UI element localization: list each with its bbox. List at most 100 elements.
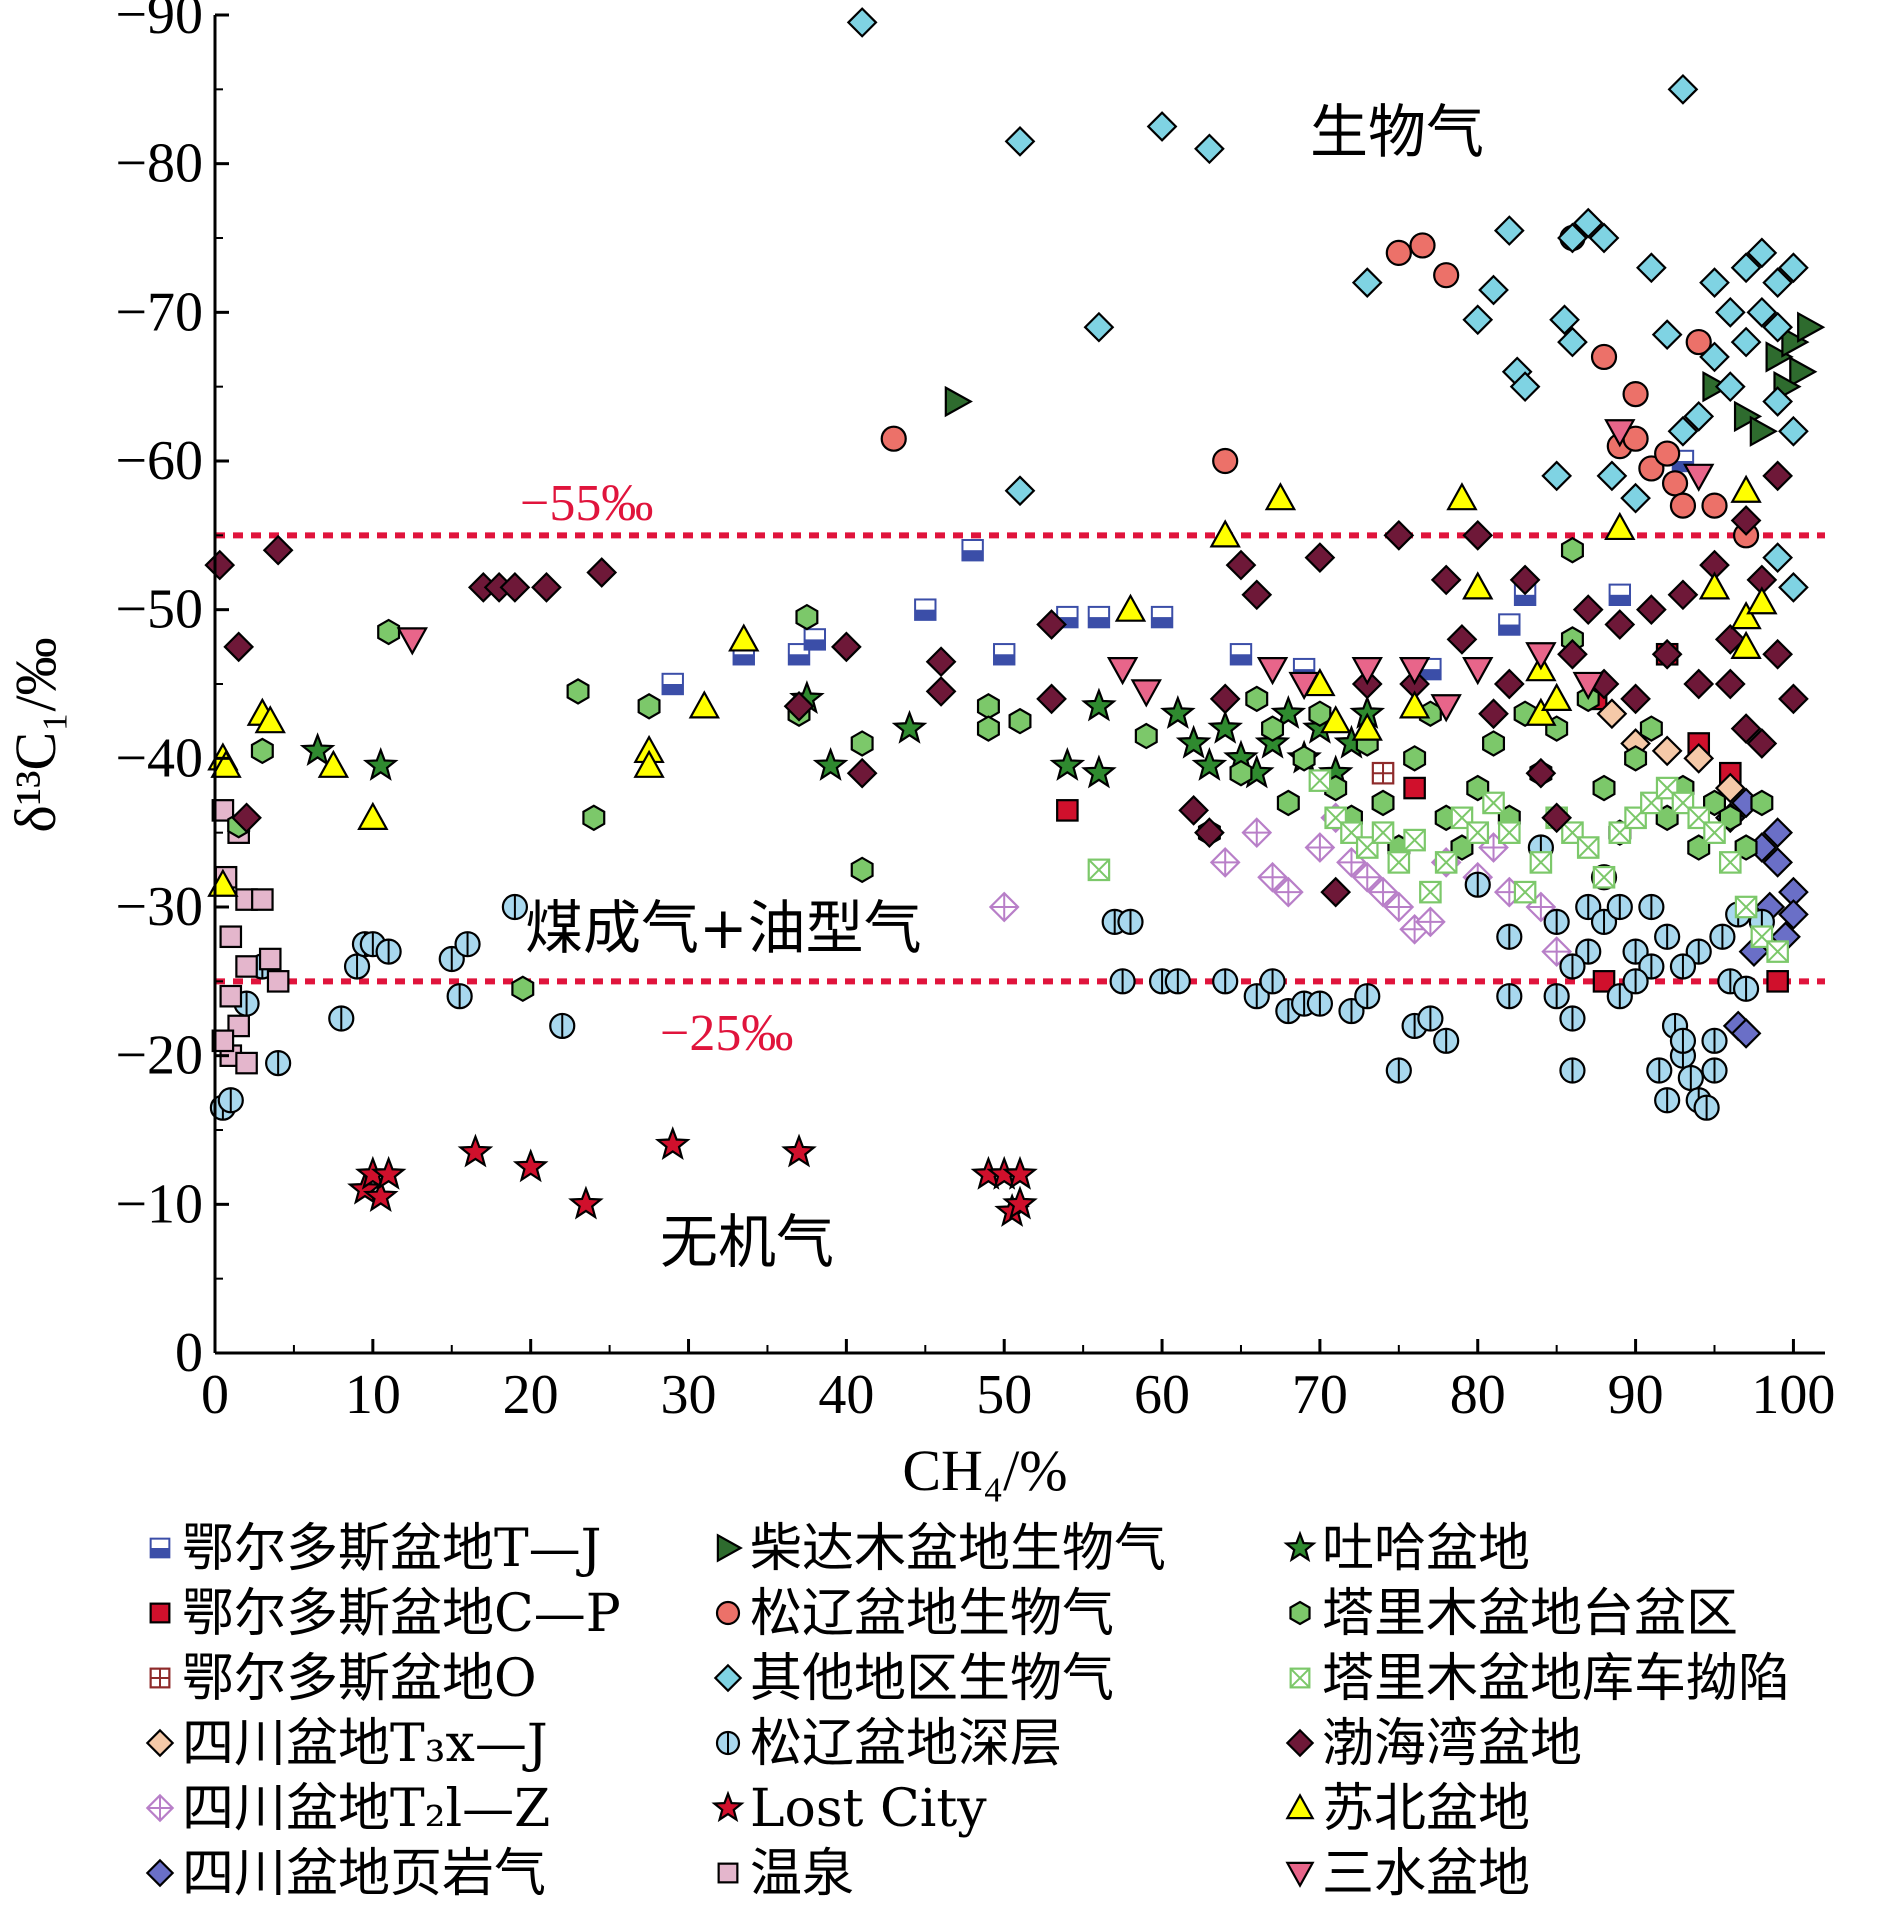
- x-tick-label: 20: [503, 1364, 559, 1426]
- data-point: [1387, 851, 1411, 874]
- data-point: [1746, 586, 1778, 615]
- data-point: [1639, 715, 1663, 742]
- data-point: [1559, 953, 1586, 980]
- data-point: [1701, 492, 1728, 519]
- data-point: [1549, 304, 1580, 336]
- legend-label: 吐哈盆地: [1322, 1519, 1530, 1579]
- data-point: [1730, 505, 1762, 536]
- data-point: [1685, 938, 1712, 965]
- data-point: [993, 643, 1016, 666]
- data-point: [1541, 460, 1573, 492]
- data-point: [1683, 742, 1715, 774]
- data-point: [1081, 754, 1117, 789]
- data-point: [1320, 876, 1352, 908]
- data-point: [1292, 745, 1316, 772]
- legend-label: 其他地区生物气: [750, 1649, 1114, 1709]
- data-point: [1194, 817, 1225, 849]
- data-point: [1762, 460, 1794, 492]
- data-point: [1415, 906, 1446, 938]
- data-point: [1229, 759, 1253, 787]
- data-point: [446, 983, 473, 1010]
- legend-label: 塔里木盆地库车拗陷: [1322, 1649, 1790, 1709]
- data-point: [1259, 968, 1286, 995]
- ref-line-label-25: −25‰: [660, 1005, 793, 1062]
- data-point: [231, 802, 262, 834]
- data-point: [1699, 341, 1730, 373]
- legend-marker: [145, 1858, 175, 1888]
- data-point: [1730, 1018, 1762, 1049]
- data-point: [1766, 970, 1789, 993]
- data-point: [1498, 613, 1521, 636]
- data-point: [1207, 709, 1243, 744]
- data-point: [1746, 728, 1778, 759]
- data-point: [1669, 492, 1697, 519]
- data-point: [1730, 601, 1762, 630]
- data-point: [1002, 1155, 1038, 1190]
- data-point: [1308, 769, 1332, 792]
- legend-item: 松辽盆地生物气: [715, 1584, 1114, 1644]
- legend-marker: [149, 1602, 171, 1624]
- data-point: [1256, 656, 1289, 686]
- data-point: [457, 1133, 494, 1168]
- ref-line-label-55: −55‰: [520, 475, 653, 532]
- legend-label: 塔里木盆地台盆区: [1322, 1584, 1738, 1644]
- data-point: [1622, 968, 1649, 995]
- legend-item: 四川盆地页岩气: [145, 1844, 546, 1904]
- legend-marker: [145, 1728, 175, 1758]
- series-16: [207, 474, 1778, 897]
- data-point: [531, 572, 562, 603]
- data-point: [375, 938, 402, 965]
- data-point: [1766, 940, 1789, 963]
- data-point: [1398, 690, 1431, 719]
- data-point: [211, 799, 235, 822]
- x-tick-label: 10: [345, 1364, 401, 1426]
- data-point: [1482, 730, 1506, 757]
- data-point: [1762, 311, 1794, 343]
- data-point: [1338, 997, 1365, 1025]
- series-14: [1087, 769, 1789, 963]
- data-point: [1762, 386, 1794, 417]
- data-point: [1543, 908, 1570, 935]
- axes: 0 10 20 30 40 50 60 70 80 90 100 −90 −80 −70 −60 −50 −40…: [115, 0, 1835, 1426]
- data-point: [1191, 747, 1228, 781]
- data-point: [235, 955, 258, 978]
- data-point: [1557, 638, 1588, 670]
- data-point: [1762, 267, 1794, 298]
- data-point: [217, 1087, 244, 1114]
- data-point: [1714, 624, 1746, 655]
- data-point: [266, 970, 290, 993]
- data-point: [1701, 1027, 1728, 1054]
- data-point: [1701, 1057, 1728, 1084]
- legend-label: 苏北盆地: [1322, 1779, 1530, 1839]
- data-point: [1194, 133, 1225, 165]
- data-point: [633, 749, 665, 778]
- y-tick-label: 0: [175, 1322, 203, 1384]
- plot-area: [204, 7, 1826, 1227]
- data-point: [1592, 774, 1616, 802]
- data-point: [976, 715, 1000, 742]
- y-tick-label: −60: [115, 430, 203, 492]
- legend-item: 四川盆地T₃x—J: [145, 1714, 548, 1774]
- data-point: [1056, 799, 1079, 822]
- legend-item: 鄂尔多斯盆地T—J: [149, 1519, 602, 1579]
- data-point: [1762, 638, 1794, 670]
- data-point: [1638, 455, 1665, 482]
- data-point: [438, 945, 465, 973]
- data-point: [357, 801, 389, 830]
- data-point: [501, 893, 529, 921]
- data-point: [254, 705, 286, 734]
- data-point: [566, 678, 590, 705]
- data-point: [1004, 475, 1036, 507]
- data-point: [846, 7, 878, 38]
- data-point: [1430, 694, 1462, 723]
- data-point: [1654, 923, 1681, 950]
- data-point: [1604, 511, 1636, 541]
- legend-label: 渤海湾盆地: [1322, 1714, 1582, 1774]
- legend-label: 松辽盆地深层: [750, 1714, 1062, 1774]
- data-point: [1604, 609, 1636, 640]
- data-point: [1446, 624, 1478, 655]
- x-tick-label: 90: [1608, 1364, 1664, 1426]
- data-point: [1462, 519, 1494, 551]
- data-point: [637, 693, 661, 720]
